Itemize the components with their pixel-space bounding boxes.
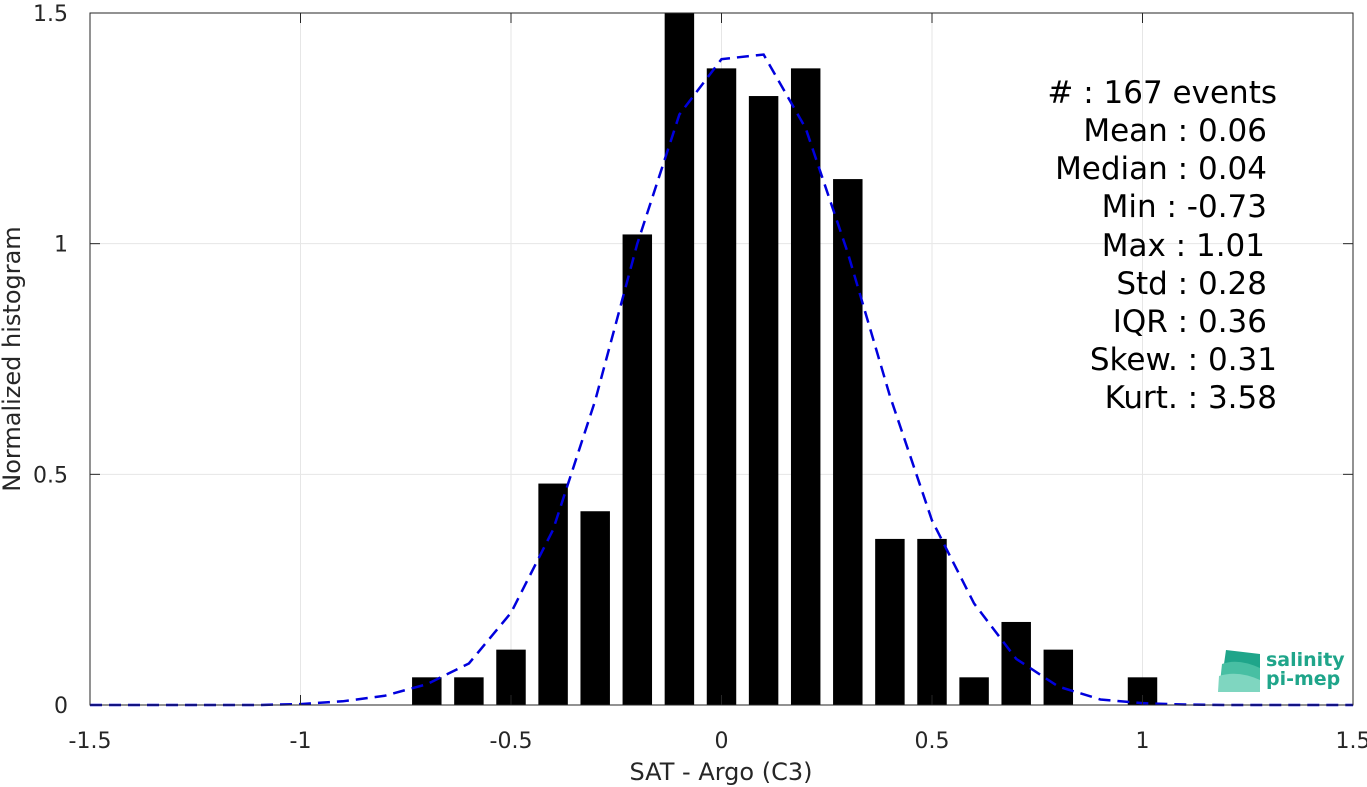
x-tick-label-1: -1 bbox=[290, 729, 312, 754]
y-axis-label: Normalized histogram bbox=[0, 226, 26, 491]
stat-kurt: Kurt. : 3.58 bbox=[1105, 380, 1277, 416]
stat-events: # : 167 events bbox=[1047, 75, 1277, 111]
logo-line2: pi-mep bbox=[1266, 668, 1340, 690]
y-tick-label-0: 0 bbox=[54, 694, 68, 719]
bar-8 bbox=[748, 96, 779, 706]
x-tick-label-2: -0.5 bbox=[490, 729, 533, 754]
bar-12 bbox=[917, 538, 947, 705]
logo-line1: salinity bbox=[1266, 649, 1345, 671]
bar-11 bbox=[875, 538, 905, 705]
stat-max: Max : 1.01 bbox=[1102, 228, 1265, 264]
bar-15 bbox=[1043, 649, 1074, 705]
bar-13 bbox=[959, 677, 989, 705]
x-tick-label-6: 1.5 bbox=[1336, 729, 1367, 754]
axes-frame bbox=[89, 12, 1354, 706]
stat-iqr: IQR : 0.36 bbox=[1113, 304, 1267, 340]
y-tick-label-3: 1.5 bbox=[33, 2, 68, 27]
x-tick-label-4: 0.5 bbox=[915, 729, 950, 754]
bar-9 bbox=[790, 68, 821, 706]
bar-1 bbox=[454, 677, 484, 705]
stat-min: Min : -0.73 bbox=[1102, 189, 1267, 225]
bar-6 bbox=[664, 13, 695, 705]
stat-std: Std : 0.28 bbox=[1116, 266, 1267, 302]
x-axis-label: SAT - Argo (C3) bbox=[630, 758, 813, 786]
bar-4 bbox=[580, 511, 610, 705]
bar-14 bbox=[1001, 621, 1031, 705]
statistics-box: # : 167 events Mean : 0.06 Median : 0.04… bbox=[1047, 75, 1277, 416]
salinity-pi-mep-logo: salinity pi-mep bbox=[1218, 649, 1345, 692]
x-tick-label-0: -1.5 bbox=[69, 729, 112, 754]
stat-median: Median : 0.04 bbox=[1055, 151, 1267, 187]
y-tick-label-2: 1 bbox=[54, 233, 68, 258]
x-tick-label-3: 0 bbox=[715, 729, 729, 754]
bar-5 bbox=[622, 234, 653, 705]
y-tick-label-1: 0.5 bbox=[33, 463, 68, 488]
logo-waves-icon bbox=[1218, 650, 1260, 692]
stat-mean: Mean : 0.06 bbox=[1083, 113, 1267, 149]
bars bbox=[412, 13, 1158, 706]
stat-skew: Skew. : 0.31 bbox=[1090, 342, 1277, 378]
x-tick-label-5: 1 bbox=[1136, 729, 1150, 754]
bar-0 bbox=[412, 677, 442, 705]
x-tick-labels: -1.5 -1 -0.5 0 0.5 1 1.5 bbox=[69, 729, 1367, 754]
bar-10 bbox=[833, 179, 863, 705]
bar-7 bbox=[706, 68, 737, 706]
y-tick-labels: 0 0.5 1 1.5 bbox=[33, 2, 68, 719]
bar-3 bbox=[538, 483, 568, 705]
